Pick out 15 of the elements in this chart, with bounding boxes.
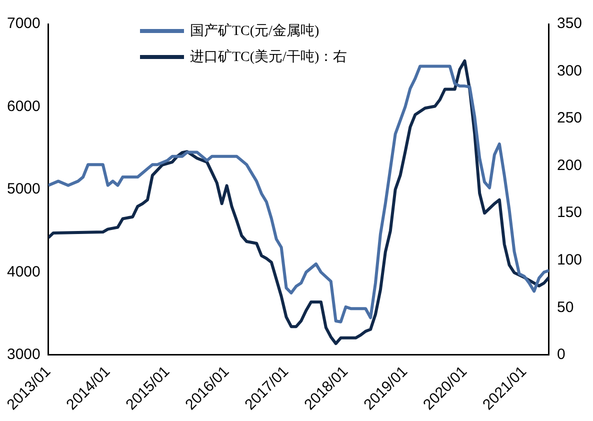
- y2-tick-label: 50: [556, 298, 574, 316]
- legend-label: 进口矿TC(美元/干吨)：右: [190, 48, 348, 66]
- y2-tick-label: 250: [556, 110, 582, 127]
- y2-tick-label: 300: [556, 62, 582, 80]
- y-tick-label: 4000: [6, 263, 40, 280]
- y-tick-label: 5000: [6, 180, 40, 198]
- y2-tick-label: 150: [556, 204, 582, 222]
- y2-tick-label: 0: [556, 346, 566, 364]
- y-tick-label: 3000: [6, 346, 40, 364]
- y2-tick-label: 200: [556, 156, 582, 174]
- y-tick-label: 6000: [6, 98, 40, 115]
- legend-label: 国产矿TC(元/金属吨): [190, 22, 320, 40]
- y-tick-label: 7000: [6, 15, 40, 32]
- y2-tick-label: 100: [556, 252, 582, 269]
- y2-tick-label: 350: [556, 15, 582, 32]
